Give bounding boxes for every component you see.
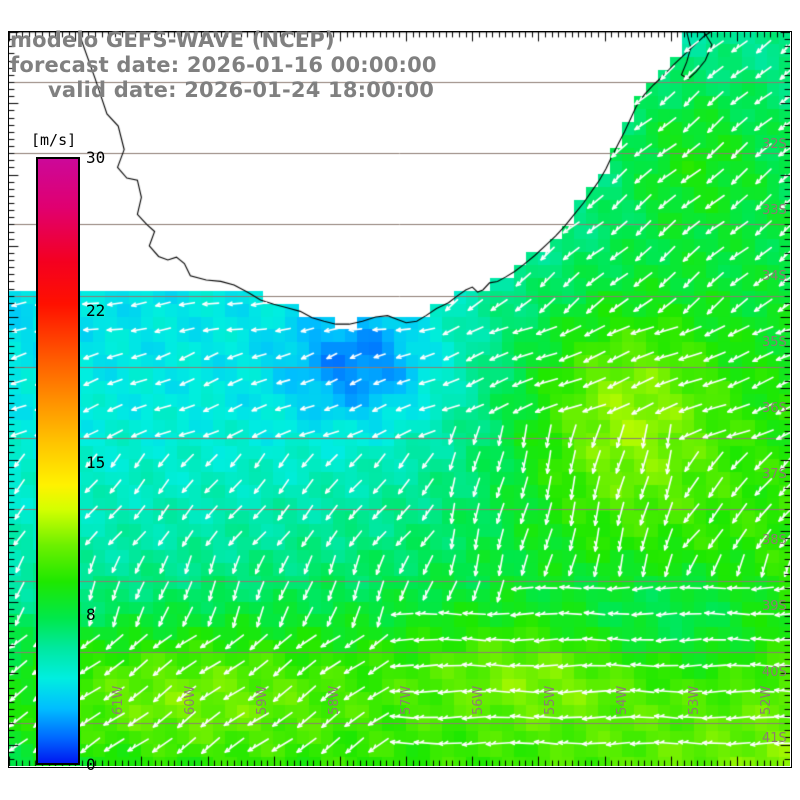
lon-label-53W: 53W — [687, 685, 702, 715]
lat-label-40S: 40S — [762, 665, 787, 680]
lon-label-59W: 59W — [255, 685, 270, 715]
lat-label-38S: 38S — [762, 533, 787, 548]
lat-label-32S: 32S — [762, 137, 787, 152]
lon-label-56W: 56W — [471, 685, 486, 715]
colorbar-tick-15: 15 — [86, 453, 106, 472]
lon-label-60W: 60W — [183, 685, 198, 715]
lat-label-37S: 37S — [762, 467, 787, 482]
lat-label-33S: 33S — [762, 203, 787, 218]
colorbar-tick-0: 0 — [86, 755, 96, 774]
colorbar-legend[interactable] — [36, 157, 80, 765]
lon-label-54W: 54W — [615, 685, 630, 715]
lat-label-35S: 35S — [762, 335, 787, 350]
lat-label-41S: 41S — [762, 731, 787, 746]
lon-label-57W: 57W — [399, 685, 414, 715]
colorbar-tick-8: 8 — [86, 605, 96, 624]
lon-label-52W: 52W — [759, 685, 774, 715]
wind-speed-heatmap-canvas[interactable] — [9, 32, 790, 766]
colorbar-tick-30: 30 — [86, 148, 106, 167]
page-title: modelo GEFS-WAVE (NCEP) forecast date: 2… — [10, 28, 530, 103]
lon-label-58W: 58W — [327, 685, 342, 715]
lat-label-39S: 39S — [762, 599, 787, 614]
colorbar-gradient — [36, 157, 80, 765]
model-title-line: modelo GEFS-WAVE (NCEP) — [10, 28, 335, 52]
forecast-date-line: forecast date: 2026-01-16 00:00:00 — [10, 53, 437, 77]
valid-date-line: valid date: 2026-01-24 18:00:00 — [48, 78, 435, 102]
map-plot-frame[interactable] — [8, 31, 792, 768]
lon-label-55W: 55W — [543, 685, 558, 715]
colorbar-units-label: [m/s] — [31, 131, 77, 149]
lat-label-34S: 34S — [762, 269, 787, 284]
lat-label-36S: 36S — [762, 401, 787, 416]
colorbar-tick-22: 22 — [86, 301, 106, 320]
lon-label-61W: 61W — [111, 685, 126, 715]
